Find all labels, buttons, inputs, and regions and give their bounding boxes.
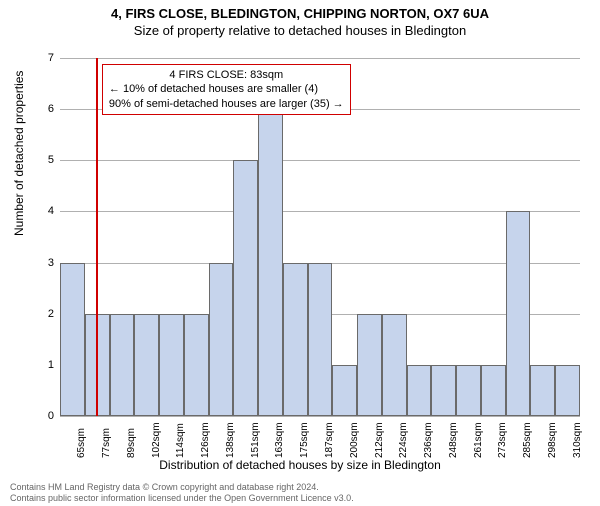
x-tick-label: 151sqm	[250, 422, 261, 458]
histogram-bar	[233, 160, 258, 416]
histogram-bar	[456, 365, 481, 416]
x-tick-label: 310sqm	[572, 422, 583, 458]
x-tick-label: 175sqm	[299, 422, 310, 458]
histogram-bar	[555, 365, 580, 416]
histogram-chart: 0123456765sqm77sqm89sqm102sqm114sqm126sq…	[60, 58, 580, 416]
y-tick-label: 4	[34, 205, 54, 217]
gridline	[60, 160, 580, 161]
x-axis-label: Distribution of detached houses by size …	[0, 458, 600, 472]
histogram-bar	[332, 365, 357, 416]
y-tick-label: 5	[34, 154, 54, 166]
histogram-bar	[530, 365, 555, 416]
marker-line	[96, 58, 98, 416]
x-tick-label: 187sqm	[324, 422, 335, 458]
x-tick-label: 273sqm	[497, 422, 508, 458]
y-tick-label: 6	[34, 103, 54, 115]
histogram-bar	[110, 314, 135, 416]
y-tick-label: 7	[34, 52, 54, 64]
x-tick-label: 114sqm	[175, 423, 186, 458]
footer-attribution: Contains HM Land Registry data © Crown c…	[10, 482, 354, 504]
annotation-line1: 4 FIRS CLOSE: 83sqm	[109, 68, 344, 82]
x-tick-label: 77sqm	[101, 428, 112, 458]
x-tick-label: 200sqm	[349, 422, 360, 458]
gridline	[60, 211, 580, 212]
histogram-bar	[134, 314, 159, 416]
x-tick-label: 89sqm	[126, 428, 137, 458]
histogram-bar	[407, 365, 432, 416]
annotation-box: 4 FIRS CLOSE: 83sqm← 10% of detached hou…	[102, 64, 351, 115]
page-title-line2: Size of property relative to detached ho…	[0, 23, 600, 38]
x-tick-label: 126sqm	[200, 422, 211, 458]
histogram-bar	[382, 314, 407, 416]
y-tick-label: 3	[34, 257, 54, 269]
histogram-bar	[506, 211, 531, 416]
histogram-bar	[481, 365, 506, 416]
x-tick-label: 248sqm	[448, 422, 459, 458]
x-tick-label: 298sqm	[547, 422, 558, 458]
histogram-bar	[308, 263, 333, 416]
histogram-bar	[258, 109, 283, 416]
page-title-line1: 4, FIRS CLOSE, BLEDINGTON, CHIPPING NORT…	[0, 6, 600, 21]
histogram-bar	[357, 314, 382, 416]
annotation-line2: ← 10% of detached houses are smaller (4)	[109, 82, 344, 96]
x-tick-label: 224sqm	[398, 422, 409, 458]
x-tick-label: 102sqm	[151, 422, 162, 458]
x-tick-label: 212sqm	[374, 422, 385, 458]
footer-line1: Contains HM Land Registry data © Crown c…	[10, 482, 354, 493]
x-tick-label: 163sqm	[274, 422, 285, 458]
histogram-bar	[184, 314, 209, 416]
x-tick-label: 138sqm	[225, 422, 236, 458]
histogram-bar	[209, 263, 234, 416]
histogram-bar	[60, 263, 85, 416]
y-tick-label: 0	[34, 410, 54, 422]
x-tick-label: 285sqm	[522, 422, 533, 458]
y-tick-label: 1	[34, 359, 54, 371]
y-tick-label: 2	[34, 308, 54, 320]
annotation-line3: 90% of semi-detached houses are larger (…	[109, 97, 344, 111]
footer-line2: Contains public sector information licen…	[10, 493, 354, 504]
x-tick-label: 261sqm	[473, 422, 484, 458]
x-tick-label: 65sqm	[76, 428, 87, 458]
x-tick-label: 236sqm	[423, 422, 434, 458]
plot-area: 0123456765sqm77sqm89sqm102sqm114sqm126sq…	[60, 58, 580, 416]
gridline	[60, 58, 580, 59]
gridline	[60, 416, 580, 417]
y-axis-label: Number of detached properties	[12, 71, 26, 236]
histogram-bar	[283, 263, 308, 416]
histogram-bar	[159, 314, 184, 416]
histogram-bar	[431, 365, 456, 416]
